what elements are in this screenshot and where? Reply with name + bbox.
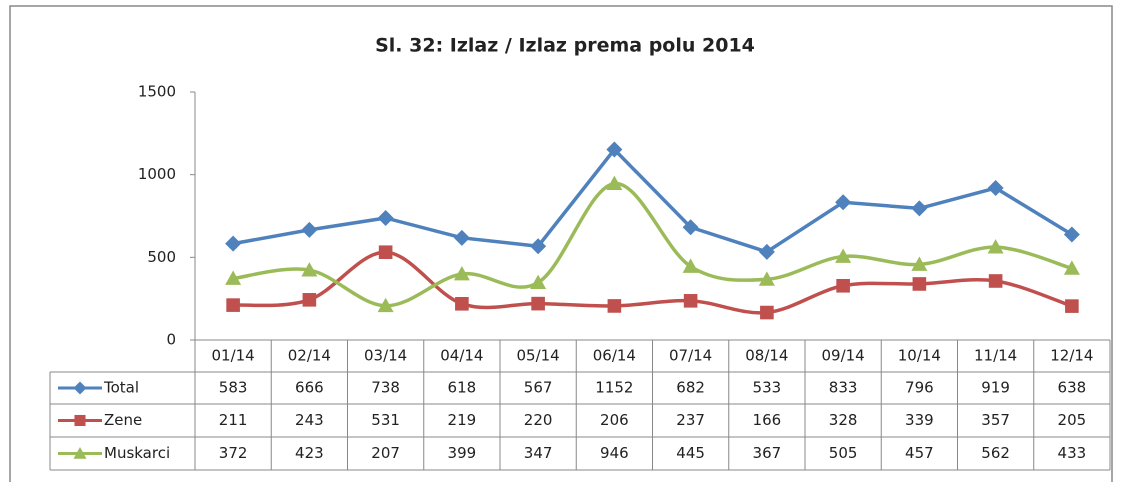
x-tick-label: 08/14 bbox=[745, 347, 788, 365]
table-value: 166 bbox=[753, 411, 782, 429]
marker bbox=[74, 414, 86, 427]
marker bbox=[606, 175, 623, 190]
x-tick-label: 01/14 bbox=[212, 347, 255, 365]
marker bbox=[226, 298, 240, 312]
marker bbox=[225, 270, 242, 285]
table-value: 328 bbox=[829, 411, 858, 429]
marker bbox=[835, 194, 852, 211]
table-value: 919 bbox=[981, 379, 1010, 397]
marker bbox=[301, 262, 318, 277]
x-tick-label: 02/14 bbox=[288, 347, 331, 365]
marker bbox=[682, 219, 699, 236]
table-value: 423 bbox=[295, 444, 324, 462]
legend-label: Muskarci bbox=[104, 444, 170, 462]
marker bbox=[987, 180, 1004, 197]
table-value: 243 bbox=[295, 411, 324, 429]
table-value: 618 bbox=[448, 379, 477, 397]
table-value: 1152 bbox=[595, 379, 633, 397]
table-value: 638 bbox=[1058, 379, 1087, 397]
marker bbox=[73, 381, 87, 395]
marker bbox=[377, 297, 394, 313]
marker bbox=[453, 266, 470, 281]
marker bbox=[758, 243, 775, 260]
x-tick-label: 11/14 bbox=[974, 347, 1017, 365]
marker bbox=[377, 209, 394, 226]
x-tick-label: 05/14 bbox=[517, 347, 560, 365]
x-tick-label: 09/14 bbox=[822, 347, 865, 365]
table-value: 211 bbox=[219, 411, 248, 429]
table-value: 682 bbox=[676, 379, 705, 397]
table-value: 445 bbox=[676, 444, 705, 462]
chart-title: Sl. 32: Izlaz / Izlaz prema polu 2014 bbox=[375, 35, 755, 57]
marker bbox=[225, 235, 242, 252]
table-value: 666 bbox=[295, 379, 324, 397]
table-value: 367 bbox=[753, 444, 782, 462]
y-tick-label: 1500 bbox=[138, 83, 176, 101]
table-value: 505 bbox=[829, 444, 858, 462]
table-value: 531 bbox=[371, 411, 400, 429]
marker bbox=[836, 278, 850, 293]
x-tick-label: 04/14 bbox=[440, 347, 483, 365]
table-value: 347 bbox=[524, 444, 553, 462]
series-line bbox=[232, 146, 1073, 254]
marker bbox=[378, 245, 393, 260]
table-value: 457 bbox=[905, 444, 934, 462]
x-tick-label: 03/14 bbox=[364, 347, 407, 365]
table-value: 738 bbox=[371, 379, 400, 397]
table-value: 946 bbox=[600, 444, 629, 462]
table-value: 205 bbox=[1058, 411, 1087, 429]
table-value: 796 bbox=[905, 379, 934, 397]
marker bbox=[302, 293, 317, 307]
table-value: 833 bbox=[829, 379, 858, 397]
table-value: 339 bbox=[905, 411, 934, 429]
marker bbox=[1063, 226, 1080, 243]
marker bbox=[530, 238, 547, 255]
marker bbox=[1063, 260, 1080, 275]
legend-label: Total bbox=[103, 379, 139, 397]
marker bbox=[758, 271, 775, 286]
marker bbox=[988, 274, 1003, 288]
table-value: 206 bbox=[600, 411, 629, 429]
table-value: 220 bbox=[524, 411, 553, 429]
table-value: 219 bbox=[448, 411, 477, 429]
x-tick-label: 12/14 bbox=[1050, 347, 1093, 365]
table-value: 562 bbox=[981, 444, 1010, 462]
marker bbox=[607, 299, 622, 313]
y-tick-label: 0 bbox=[166, 331, 176, 349]
table-value: 567 bbox=[524, 379, 553, 397]
table-value: 583 bbox=[219, 379, 248, 397]
marker bbox=[531, 296, 545, 311]
y-tick-label: 1000 bbox=[138, 165, 176, 183]
marker bbox=[987, 239, 1004, 254]
table-value: 207 bbox=[371, 444, 400, 462]
table-value: 399 bbox=[448, 444, 477, 462]
marker bbox=[682, 258, 699, 273]
table-value: 433 bbox=[1058, 444, 1087, 462]
table-value: 237 bbox=[676, 411, 705, 429]
marker bbox=[835, 248, 852, 263]
table-value: 372 bbox=[219, 444, 248, 462]
marker bbox=[911, 256, 928, 271]
marker bbox=[73, 447, 87, 459]
x-tick-label: 06/14 bbox=[593, 347, 636, 365]
x-tick-label: 10/14 bbox=[898, 347, 941, 365]
x-tick-label: 07/14 bbox=[669, 347, 712, 365]
chart-frame bbox=[9, 5, 1113, 486]
y-tick-label: 500 bbox=[147, 248, 176, 266]
marker bbox=[530, 274, 547, 290]
marker bbox=[912, 277, 927, 291]
marker bbox=[760, 305, 774, 320]
marker bbox=[911, 200, 928, 217]
table-value: 533 bbox=[753, 379, 782, 397]
table-value: 357 bbox=[981, 411, 1010, 429]
marker bbox=[1065, 299, 1079, 313]
marker bbox=[455, 296, 469, 311]
marker bbox=[606, 141, 623, 158]
marker bbox=[683, 294, 698, 308]
marker bbox=[453, 229, 470, 246]
legend-label: Zene bbox=[104, 411, 142, 429]
marker bbox=[301, 221, 318, 238]
